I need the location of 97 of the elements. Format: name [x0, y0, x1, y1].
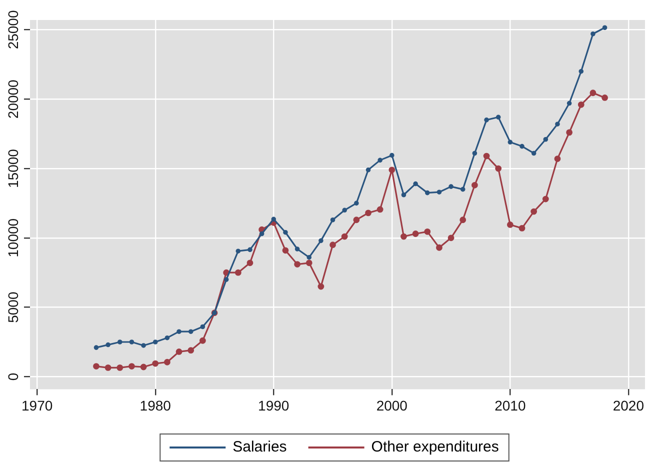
point: [94, 345, 99, 350]
point: [248, 247, 252, 252]
point: [578, 68, 584, 74]
point: [129, 340, 134, 344]
legend-label: Other expenditures: [371, 438, 499, 456]
x-tick-label: 2000: [376, 397, 408, 414]
point: [236, 248, 241, 254]
point: [330, 217, 336, 222]
point: [495, 165, 502, 172]
point: [152, 340, 158, 344]
point: [93, 363, 100, 370]
point: [530, 208, 538, 215]
point: [365, 210, 372, 216]
point: [318, 238, 324, 244]
point: [506, 222, 514, 228]
point: [376, 206, 384, 213]
point: [542, 196, 549, 202]
point: [353, 216, 360, 224]
point: [460, 216, 466, 224]
point: [224, 277, 229, 282]
point: [188, 329, 194, 334]
y-tick-label: 0: [4, 372, 21, 381]
point: [176, 348, 182, 355]
point: [188, 347, 194, 354]
point: [401, 192, 406, 198]
point: [496, 114, 501, 120]
y-tick-label: 20000: [4, 79, 21, 119]
point: [471, 182, 478, 188]
point: [602, 94, 608, 101]
point: [271, 216, 276, 222]
point: [508, 140, 513, 145]
point: [342, 208, 347, 213]
point: [318, 283, 324, 290]
point: [555, 122, 560, 126]
point: [354, 200, 359, 206]
point: [366, 168, 371, 172]
point: [412, 230, 419, 237]
point: [259, 231, 264, 236]
y-tick-label: 15000: [4, 148, 21, 188]
point: [436, 190, 442, 195]
point: [140, 364, 147, 370]
x-tick-label: 1970: [22, 397, 53, 414]
point: [436, 244, 442, 251]
point: [483, 152, 490, 160]
point: [341, 233, 348, 240]
x-tick-label: 2010: [494, 397, 526, 414]
point: [152, 360, 159, 367]
y-tick-label: 10000: [4, 218, 21, 258]
point: [104, 364, 112, 371]
point: [199, 337, 206, 344]
point: [400, 233, 407, 240]
point: [164, 335, 170, 340]
point: [106, 342, 110, 348]
point: [566, 100, 572, 106]
point: [602, 25, 608, 30]
x-tick-label: 1990: [258, 397, 290, 414]
point: [413, 181, 418, 186]
legend-label: Salaries: [232, 438, 287, 456]
point: [330, 242, 336, 248]
point: [176, 329, 182, 334]
point: [128, 363, 135, 370]
point: [520, 144, 524, 149]
y-tick-label: 5000: [4, 292, 21, 323]
point: [518, 224, 526, 232]
point: [246, 260, 254, 266]
point: [117, 340, 122, 344]
x-tick-label: 2020: [612, 397, 644, 414]
point: [484, 118, 489, 122]
point: [590, 90, 596, 96]
point: [590, 31, 596, 36]
point: [424, 228, 431, 235]
point: [306, 260, 312, 266]
point: [164, 358, 170, 366]
point: [141, 343, 146, 348]
point: [448, 234, 454, 242]
point: [388, 166, 396, 174]
point: [531, 150, 536, 156]
point: [566, 129, 573, 136]
point: [378, 158, 382, 163]
point: [306, 254, 312, 260]
point: [472, 150, 478, 156]
point: [294, 261, 300, 268]
point: [116, 364, 124, 371]
point: [448, 184, 454, 189]
point: [578, 101, 584, 108]
point: [294, 246, 300, 252]
point: [200, 324, 206, 330]
x-tick-label: 1980: [140, 397, 172, 414]
y-tick-label: 25000: [4, 10, 21, 50]
point: [390, 152, 394, 158]
point: [424, 190, 430, 196]
point: [543, 136, 548, 142]
point: [283, 230, 288, 235]
point: [554, 156, 561, 162]
point: [234, 269, 242, 276]
point: [460, 186, 466, 192]
point: [282, 247, 289, 254]
